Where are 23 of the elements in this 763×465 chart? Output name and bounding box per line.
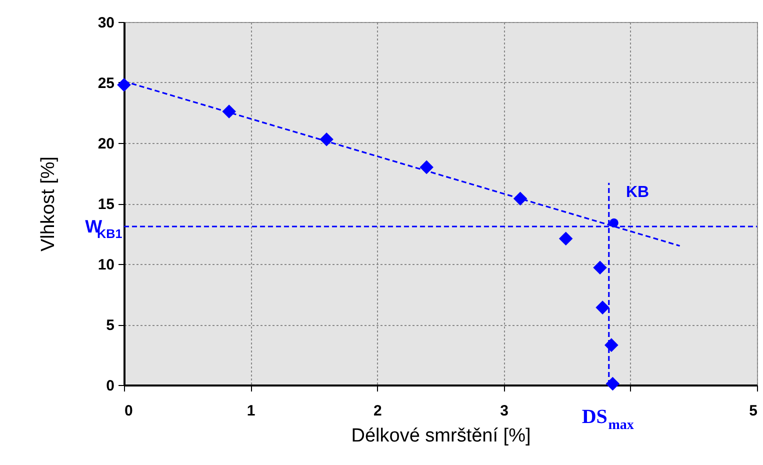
point [320,132,334,146]
x-tick-label: 0 [124,402,133,420]
y-tick-label: 25 [98,75,114,92]
x-tick-label: 2 [374,402,382,420]
point [596,300,610,314]
y-tick-label: 15 [98,196,114,213]
y-tick-label: 30 [98,14,114,32]
y-axis-title: Vlhkost [%] [38,156,59,252]
y-tick-label: 10 [98,256,114,274]
x-axis-title: Délkové smrštění [%] [351,426,531,446]
x-tick-label: 1 [246,402,256,420]
point [558,232,573,246]
y-tick-label: 0 [106,378,114,394]
y-tick-label: 5 [106,317,114,334]
point [604,338,618,352]
x-tick-label: 3 [500,402,508,420]
x-tick-label: 5 [749,402,758,420]
annotation: KB [626,184,650,201]
point [606,376,620,391]
y-tick-label: 20 [98,136,114,152]
point [593,260,607,275]
point [420,160,434,174]
point [117,78,131,92]
